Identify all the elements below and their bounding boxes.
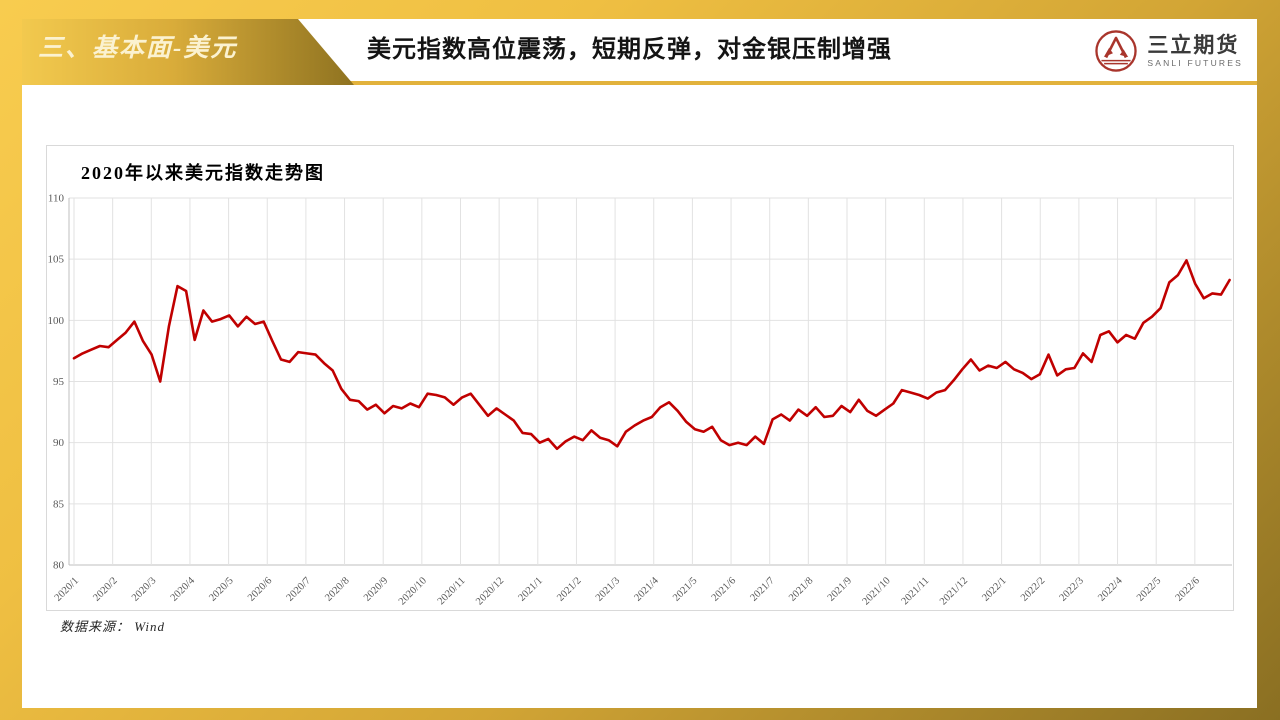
svg-text:2020/4: 2020/4: [169, 575, 198, 604]
svg-text:2021/6: 2021/6: [710, 575, 738, 603]
svg-text:2022/2: 2022/2: [1019, 575, 1047, 603]
section-label: 三、基本面-美元: [38, 35, 238, 62]
svg-text:2020/7: 2020/7: [285, 575, 313, 603]
svg-text:2022/5: 2022/5: [1135, 575, 1163, 603]
svg-text:2021/11: 2021/11: [900, 575, 932, 607]
header-gold-underline: [322, 81, 1257, 85]
slide-headline: 美元指数高位震荡，短期反弹，对金银压制增强: [367, 37, 892, 63]
svg-text:2022/1: 2022/1: [980, 575, 1008, 603]
svg-text:80: 80: [53, 560, 65, 572]
svg-text:2021/12: 2021/12: [938, 575, 970, 607]
header-bar: 三、基本面-美元 美元指数高位震荡，短期反弹，对金银压制增强 三立期货 SANL…: [22, 19, 1257, 85]
section-badge: 三、基本面-美元: [22, 19, 354, 85]
svg-text:2020/1: 2020/1: [53, 575, 81, 603]
svg-text:95: 95: [53, 376, 65, 388]
logo-name-cn: 三立期货: [1147, 33, 1240, 57]
svg-text:2021/3: 2021/3: [594, 575, 622, 603]
svg-text:2021/1: 2021/1: [517, 575, 545, 603]
content-area: 80 85 90 95 100 105 110 2020/1 2020/2 2020/3 2020/…: [22, 85, 1257, 708]
svg-text:2020/3: 2020/3: [130, 575, 158, 603]
dollar-index-line-chart: 80 85 90 95 100 105 110 2020/1 2020/2 2020/3 2020/…: [48, 193, 1232, 607]
chart-title: 2020年以来美元指数走势图: [81, 163, 325, 183]
svg-text:2021/8: 2021/8: [787, 575, 815, 603]
logo-text: 三立期货 SANLI FUTURES: [1147, 34, 1243, 69]
svg-text:2020/6: 2020/6: [246, 575, 274, 603]
svg-text:2021/7: 2021/7: [748, 575, 776, 603]
svg-text:2020/11: 2020/11: [436, 575, 468, 607]
svg-text:2021/5: 2021/5: [671, 575, 699, 603]
company-logo: 三立期货 SANLI FUTURES: [1093, 26, 1243, 76]
svg-text:2020/2: 2020/2: [91, 575, 119, 603]
svg-text:100: 100: [48, 315, 65, 327]
svg-text:2021/4: 2021/4: [632, 575, 661, 604]
svg-text:2020/9: 2020/9: [362, 575, 390, 603]
svg-text:85: 85: [53, 498, 65, 510]
svg-text:2022/6: 2022/6: [1174, 575, 1202, 603]
svg-text:2020/5: 2020/5: [207, 575, 235, 603]
svg-text:90: 90: [53, 437, 65, 449]
svg-text:110: 110: [48, 193, 65, 205]
svg-text:2022/4: 2022/4: [1096, 575, 1125, 604]
svg-text:2020/8: 2020/8: [323, 575, 351, 603]
svg-text:2021/10: 2021/10: [861, 575, 893, 607]
chart-panel: 80 85 90 95 100 105 110 2020/1 2020/2 2020/3 2020/…: [46, 145, 1234, 611]
data-source-note: 数据来源： Wind: [60, 619, 165, 634]
svg-text:2020/10: 2020/10: [397, 575, 429, 607]
logo-name-en: SANLI FUTURES: [1147, 57, 1243, 68]
svg-text:2020/12: 2020/12: [474, 575, 506, 607]
svg-text:105: 105: [48, 254, 65, 266]
svg-text:2021/2: 2021/2: [555, 575, 583, 603]
sanli-mountain-icon: [1095, 30, 1138, 72]
svg-text:2021/9: 2021/9: [826, 575, 854, 603]
svg-text:2022/3: 2022/3: [1058, 575, 1086, 603]
